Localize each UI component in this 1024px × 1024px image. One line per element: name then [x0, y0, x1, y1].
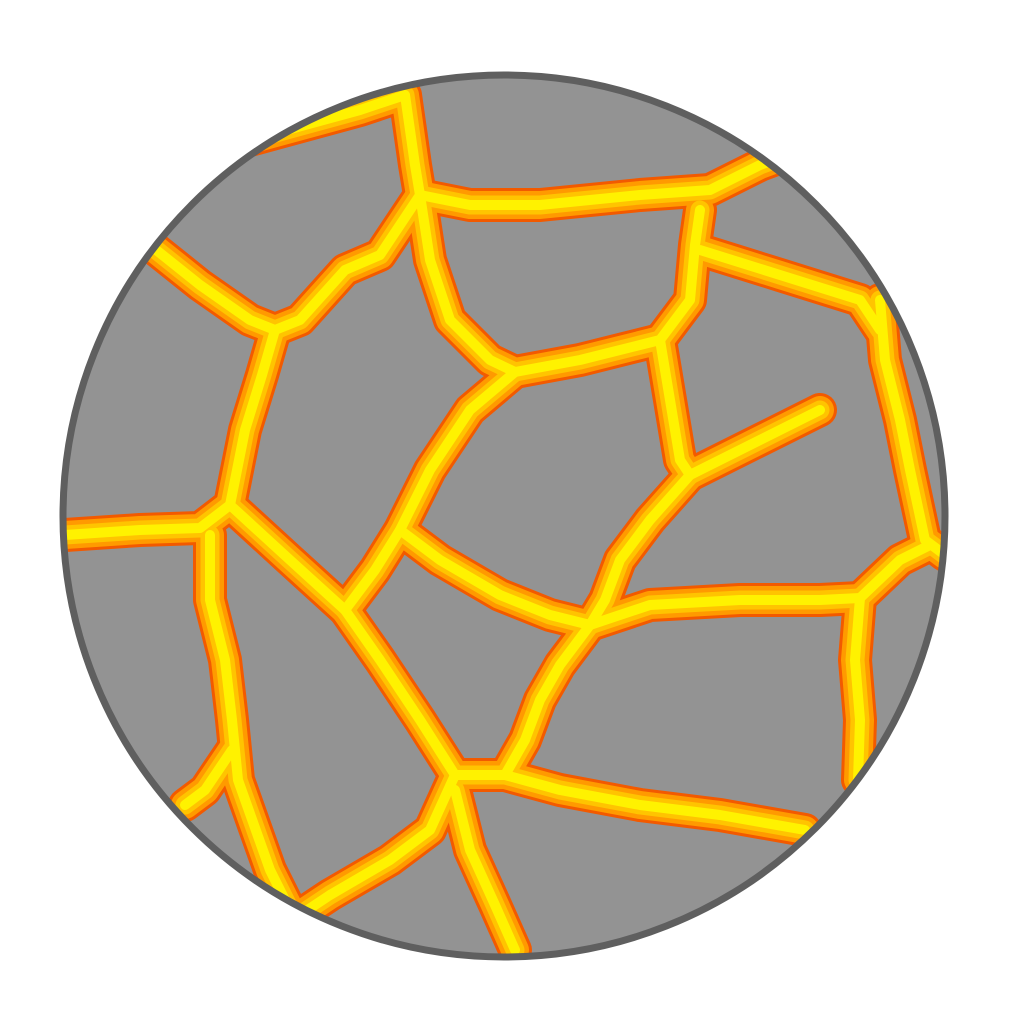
lava-crack: [695, 245, 885, 335]
lava-crack: [585, 470, 695, 630]
lava-crack: [850, 593, 865, 785]
disc-rim: [59, 71, 949, 961]
lava-crack: [655, 335, 695, 480]
lava-crack: [270, 190, 425, 335]
lava-crack: [225, 500, 350, 615]
lava-cracks: [63, 78, 945, 957]
lava-crack: [855, 540, 935, 603]
lava-crack: [63, 500, 235, 540]
lava-crack: [450, 620, 595, 780]
lava-crack: [685, 405, 825, 480]
lava-crack: [205, 530, 295, 915]
lava-disc: [59, 71, 949, 961]
lava-crack: [450, 785, 520, 955]
lava-glow-layer: [63, 90, 945, 955]
lava-crack: [295, 770, 460, 920]
lava-crack: [585, 593, 865, 630]
lava-crack: [340, 367, 520, 615]
lava-crack: [655, 205, 705, 345]
lava-crack: [180, 745, 237, 810]
lava-crack: [415, 145, 805, 210]
lava-crack: [500, 770, 810, 835]
lava-crack: [395, 525, 595, 630]
lava-crack: [510, 335, 665, 377]
lava-crack: [145, 240, 280, 335]
lava-crack: [340, 605, 460, 780]
rock-surface: [63, 75, 945, 957]
lava-crack: [415, 190, 520, 377]
lava-crack: [225, 325, 280, 510]
lava-crack: [245, 90, 425, 200]
